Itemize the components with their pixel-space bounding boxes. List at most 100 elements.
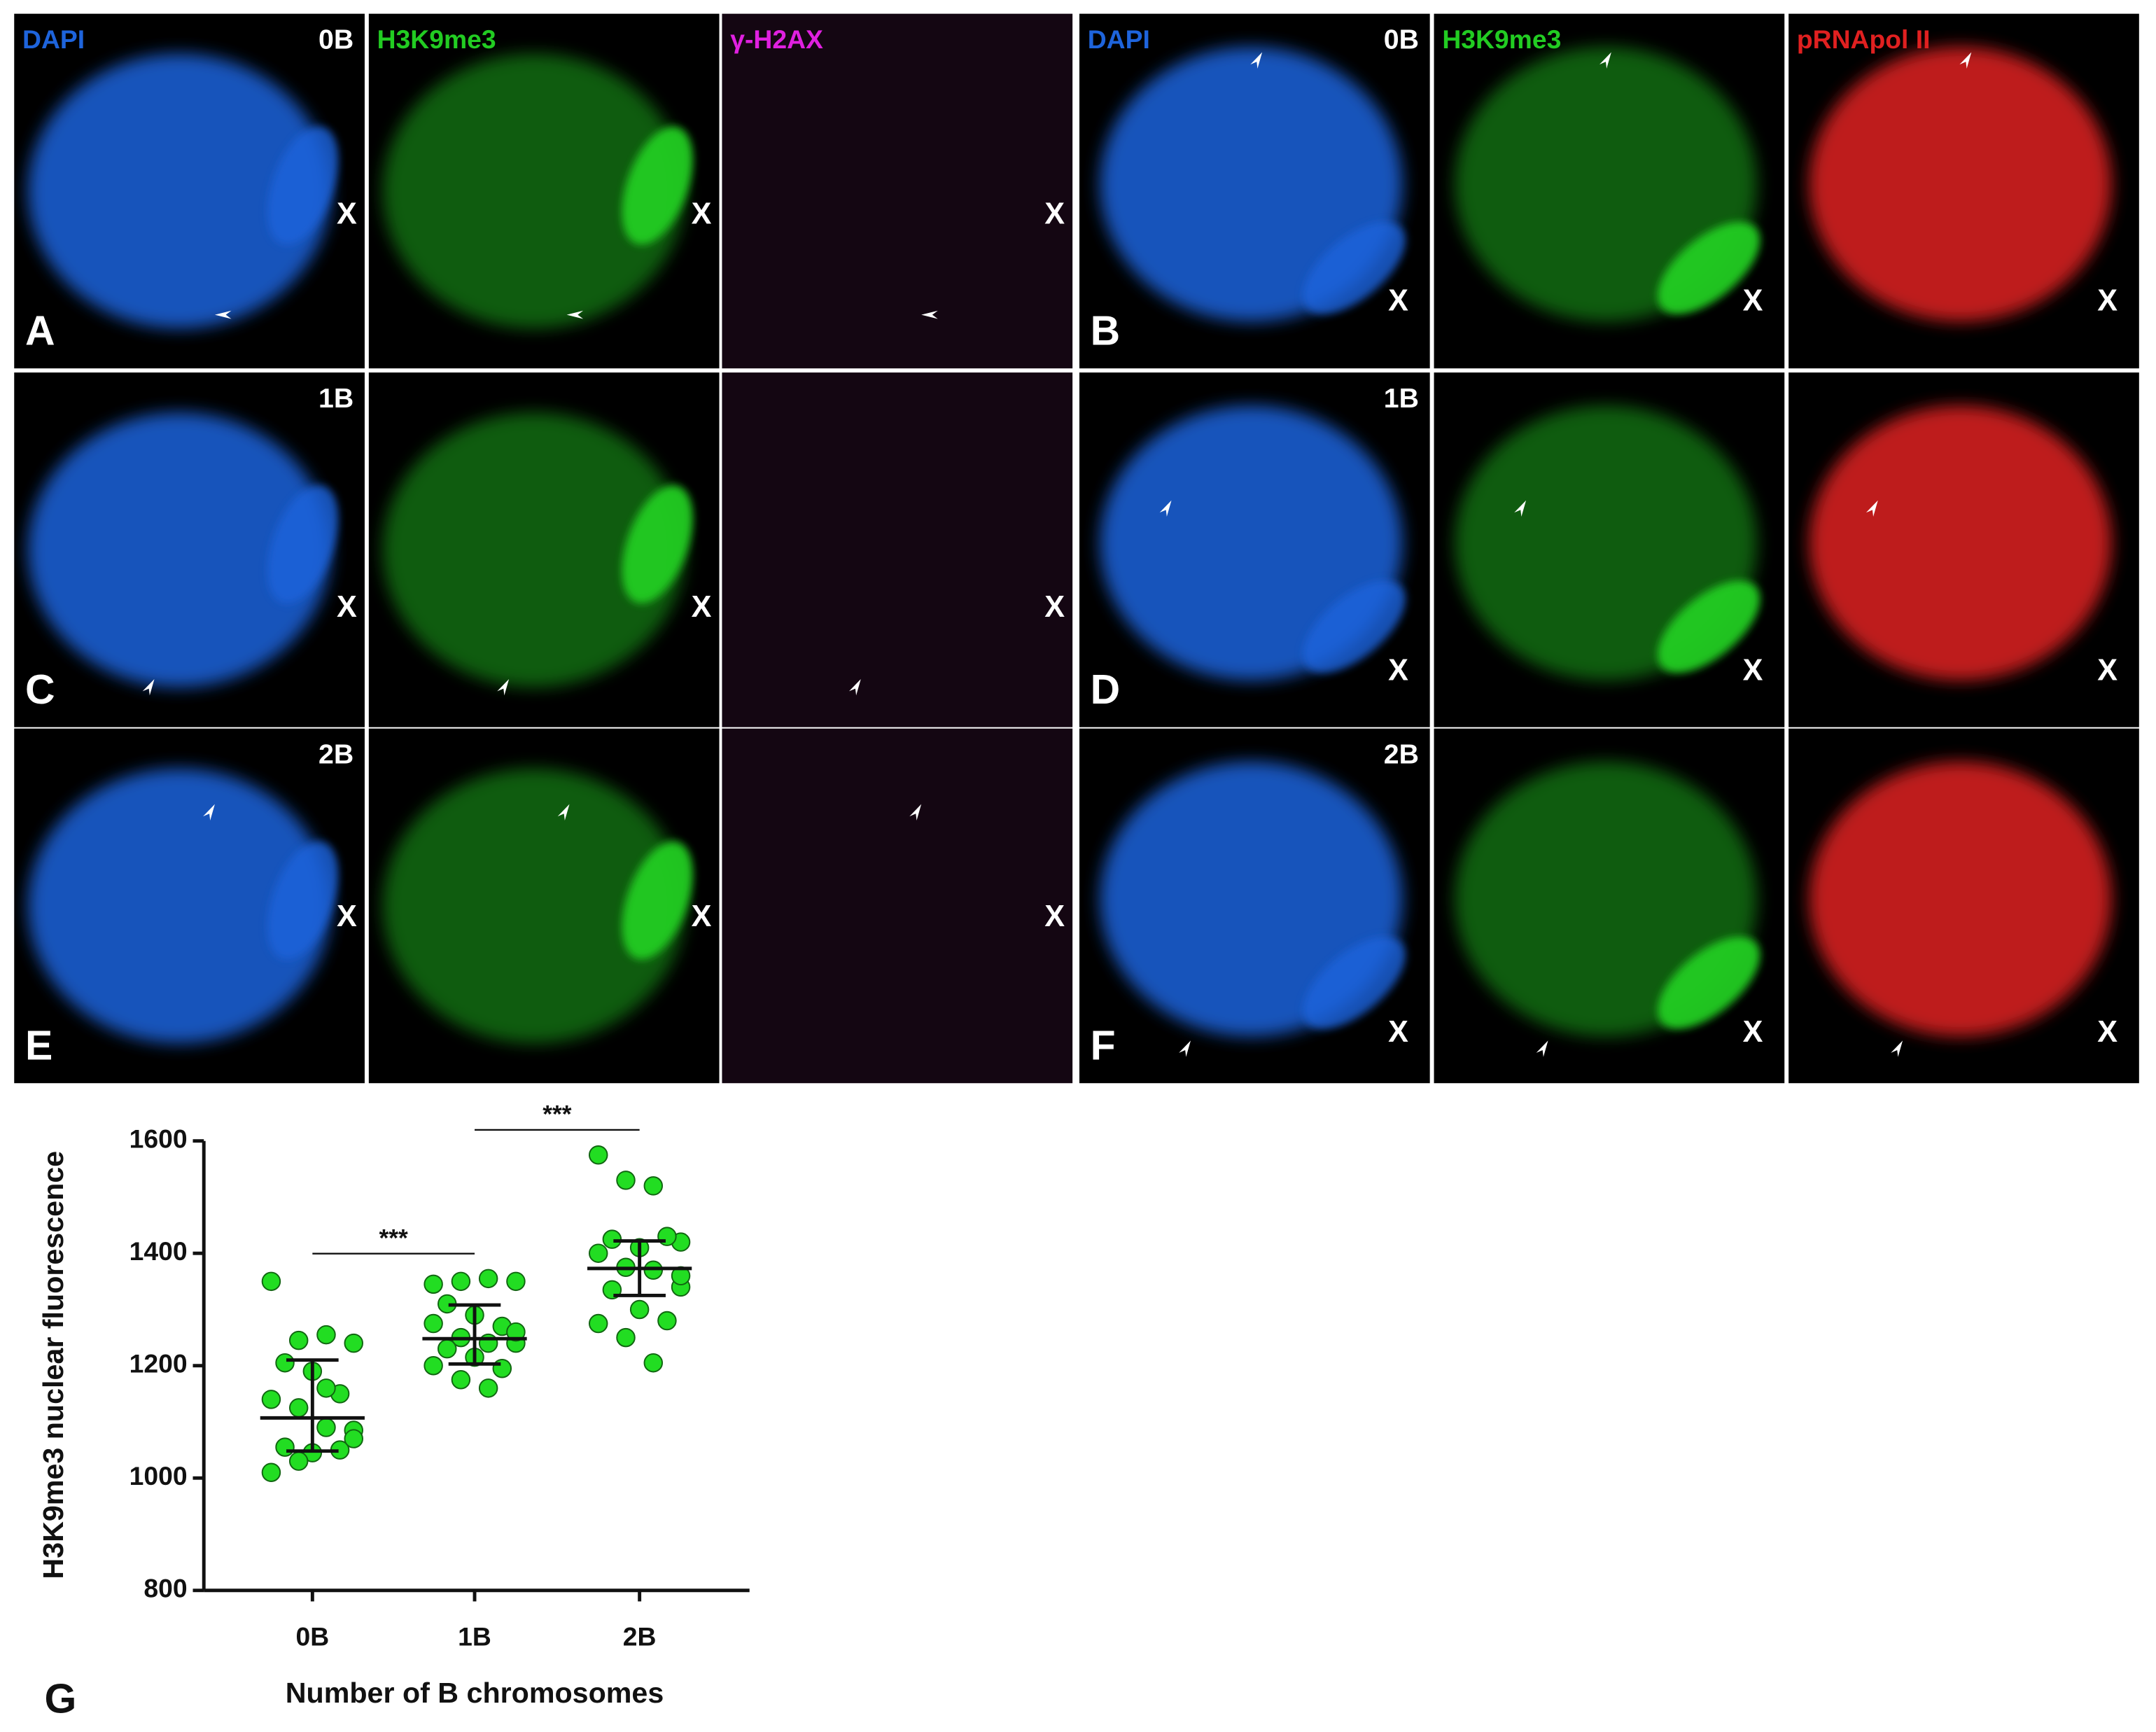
x-marker: X bbox=[2097, 654, 2118, 687]
b-count: 0B bbox=[318, 24, 354, 55]
x-marker: X bbox=[2097, 284, 2118, 317]
data-point bbox=[629, 1299, 650, 1320]
micrograph: X bbox=[722, 728, 1073, 1084]
micrograph: X 1B D bbox=[1079, 372, 1430, 727]
x-marker: X bbox=[1743, 654, 1763, 687]
channel-label: DAPI bbox=[1088, 25, 1150, 54]
data-point bbox=[288, 1451, 309, 1471]
data-point bbox=[288, 1398, 309, 1418]
arrowhead bbox=[203, 804, 215, 820]
data-point bbox=[424, 1274, 443, 1294]
arrowhead bbox=[921, 310, 938, 319]
x-chromosome bbox=[267, 485, 339, 603]
data-point bbox=[316, 1325, 336, 1345]
panel-letter: G bbox=[44, 1676, 76, 1721]
data-point bbox=[492, 1358, 512, 1378]
micrograph: X 2B F bbox=[1079, 728, 1430, 1084]
x-marker: X bbox=[337, 900, 357, 933]
arrowhead bbox=[142, 678, 155, 696]
arrowhead bbox=[1159, 500, 1172, 517]
arrowhead bbox=[1536, 1040, 1548, 1057]
x-marker: X bbox=[1388, 654, 1408, 687]
nucleus bbox=[382, 768, 685, 1044]
arrowhead bbox=[497, 678, 510, 696]
micrograph: X DAPI 0B A bbox=[14, 13, 365, 369]
b-count: 0B bbox=[1384, 24, 1419, 55]
data-point bbox=[588, 1313, 608, 1334]
data-point bbox=[261, 1271, 281, 1292]
micrograph: X bbox=[722, 372, 1073, 727]
panel-letter: C bbox=[25, 667, 55, 713]
micrograph: Xγ-H2AX bbox=[722, 13, 1073, 369]
b-count: 1B bbox=[1384, 383, 1419, 414]
y-tick-label: 1400 bbox=[130, 1236, 188, 1266]
arrowhead bbox=[557, 804, 570, 820]
x-marker: X bbox=[1388, 284, 1408, 317]
x-marker: X bbox=[337, 197, 357, 231]
micrograph: X bbox=[1434, 372, 1785, 727]
micrograph-background bbox=[722, 728, 1073, 1084]
data-point bbox=[588, 1145, 608, 1165]
y-tick-label: 800 bbox=[144, 1574, 187, 1603]
channel-label: pRNApol II bbox=[1797, 25, 1931, 54]
micrograph-background bbox=[722, 372, 1073, 727]
data-point bbox=[616, 1171, 636, 1190]
data-point bbox=[344, 1333, 363, 1353]
x-chromosome bbox=[1303, 580, 1406, 673]
arrowhead bbox=[848, 678, 861, 696]
x-marker: X bbox=[1044, 900, 1065, 933]
y-tick-label: 1000 bbox=[130, 1461, 188, 1490]
x-marker: X bbox=[1388, 1015, 1408, 1049]
x-marker: X bbox=[1044, 197, 1065, 231]
nucleus bbox=[1809, 405, 2112, 680]
nucleus bbox=[27, 768, 330, 1044]
channel-label: H3K9me3 bbox=[1442, 25, 1561, 54]
x-marker: X bbox=[692, 197, 712, 231]
nucleus bbox=[382, 53, 685, 329]
panel-letter: B bbox=[1091, 309, 1121, 354]
micrograph-background bbox=[722, 13, 1073, 369]
significance-label: *** bbox=[542, 1101, 571, 1129]
data-point bbox=[506, 1271, 526, 1292]
data-point bbox=[261, 1462, 281, 1482]
data-point bbox=[451, 1271, 471, 1292]
nucleus bbox=[1809, 46, 2112, 322]
micrograph: X bbox=[368, 372, 720, 727]
arrowhead bbox=[1959, 52, 1972, 69]
data-point bbox=[438, 1339, 457, 1359]
data-point bbox=[424, 1355, 443, 1376]
x-chromosome bbox=[1303, 222, 1406, 314]
data-point bbox=[275, 1437, 295, 1457]
b-count: 2B bbox=[1384, 739, 1419, 769]
data-point bbox=[424, 1313, 443, 1334]
micrograph: X bbox=[1434, 728, 1785, 1084]
nucleus bbox=[382, 412, 685, 687]
arrowhead bbox=[214, 310, 232, 319]
data-point bbox=[506, 1322, 526, 1342]
x-marker: X bbox=[337, 590, 357, 624]
x-chromosome bbox=[622, 841, 693, 960]
data-point bbox=[616, 1327, 636, 1348]
arrowhead bbox=[1865, 500, 1878, 517]
data-point bbox=[478, 1333, 498, 1353]
data-point bbox=[261, 1390, 281, 1409]
data-point bbox=[288, 1330, 309, 1350]
micrograph: X H3K9me3 bbox=[1434, 13, 1785, 369]
x-marker: X bbox=[692, 590, 712, 624]
channel-label: DAPI bbox=[22, 25, 85, 54]
x-chromosome bbox=[622, 126, 693, 245]
y-axis-label: H3K9me3 nuclear fluorescence bbox=[37, 1151, 69, 1579]
data-point bbox=[478, 1269, 498, 1289]
x-marker: X bbox=[1743, 1015, 1763, 1049]
panel-letter: F bbox=[1091, 1024, 1116, 1069]
micrograph: X DAPI 0B B bbox=[1079, 13, 1430, 369]
y-tick-label: 1200 bbox=[130, 1349, 188, 1378]
x-chromosome bbox=[1303, 937, 1406, 1029]
x-chromosome bbox=[267, 841, 339, 960]
y-tick-label: 1600 bbox=[130, 1124, 188, 1154]
data-point bbox=[344, 1429, 363, 1448]
nucleus bbox=[1809, 761, 2112, 1037]
nucleus bbox=[27, 412, 330, 687]
x-chromosome bbox=[267, 126, 339, 245]
data-point bbox=[588, 1243, 608, 1263]
